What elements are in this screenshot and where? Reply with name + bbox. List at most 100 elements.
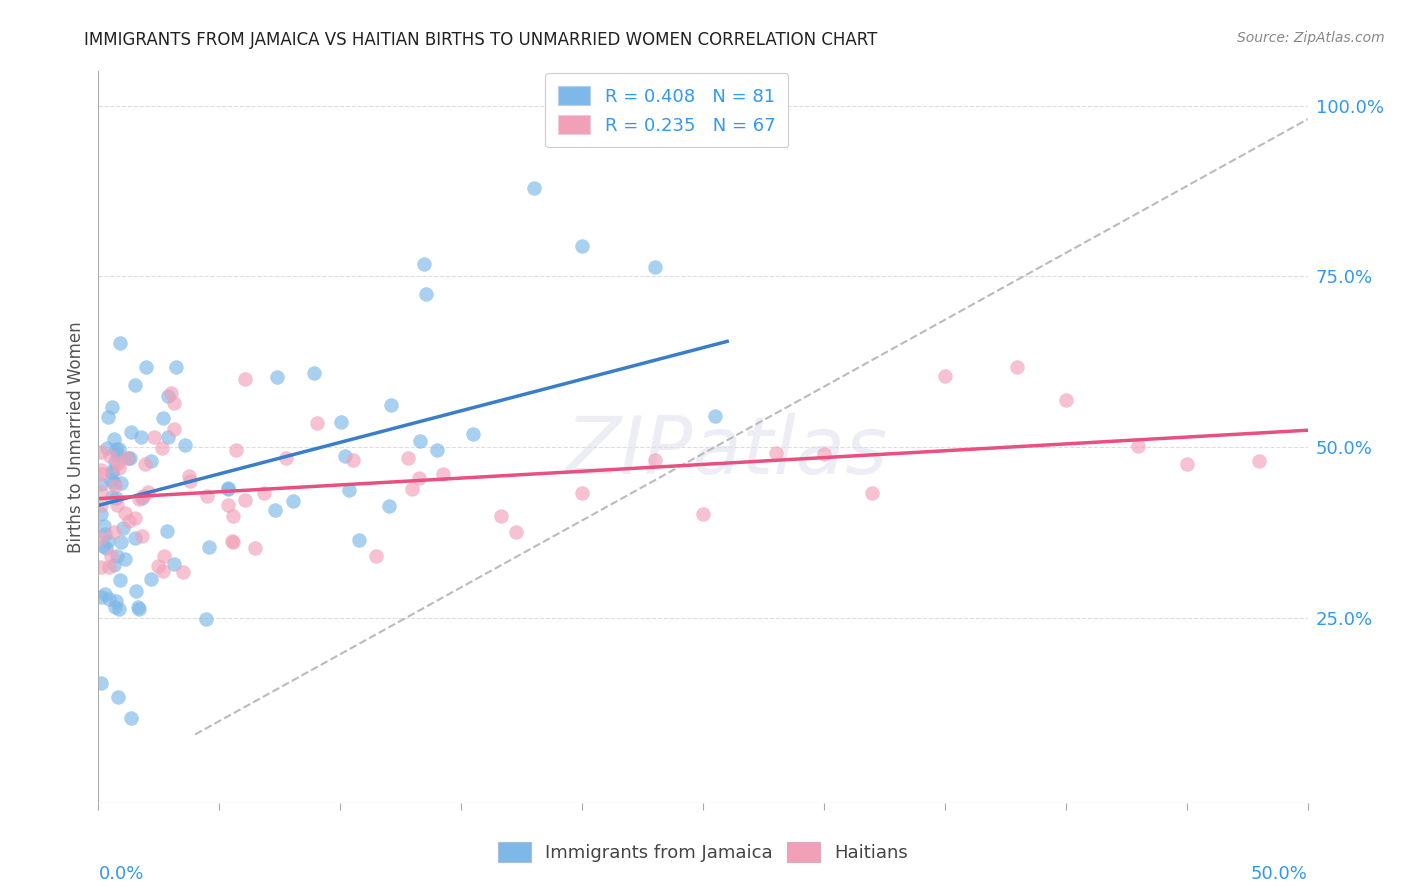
Point (152, 410, 174, 425)
Point (1128, 439, 1150, 453)
Point (103, 558, 125, 573)
Point (107, 460, 129, 475)
Point (90, 499, 112, 513)
Point (107, 601, 129, 615)
Point (253, 486, 276, 500)
Point (860, 486, 883, 500)
Text: Source: ZipAtlas.com: Source: ZipAtlas.com (1237, 31, 1385, 45)
Point (195, 490, 218, 504)
Point (120, 711, 142, 725)
Point (118, 515, 141, 529)
Point (157, 430, 180, 444)
Text: IMMIGRANTS FROM JAMAICA VS HAITIAN BIRTHS TO UNMARRIED WOMEN CORRELATION CHART: IMMIGRANTS FROM JAMAICA VS HAITIAN BIRTH… (84, 31, 877, 49)
Point (105, 549, 128, 563)
Point (163, 422, 186, 436)
Point (505, 525, 527, 540)
Point (152, 564, 174, 578)
Point (110, 534, 132, 549)
Point (107, 442, 129, 456)
Point (378, 500, 401, 514)
Point (90, 467, 112, 482)
Point (415, 287, 437, 301)
Point (160, 386, 183, 401)
Point (131, 491, 153, 505)
Point (398, 451, 420, 466)
Point (426, 442, 449, 457)
Point (409, 434, 432, 448)
Point (124, 377, 146, 392)
Point (934, 369, 956, 384)
Point (139, 572, 162, 586)
Point (221, 534, 243, 549)
Point (98, 560, 121, 574)
Point (96, 441, 118, 455)
Point (91, 539, 114, 553)
Point (143, 430, 166, 444)
Point (90, 675, 112, 690)
Point (523, 180, 546, 194)
Point (163, 396, 186, 410)
Point (105, 491, 128, 505)
Point (128, 491, 150, 506)
Point (644, 260, 666, 275)
Point (333, 449, 356, 463)
Point (156, 524, 179, 538)
Point (101, 490, 124, 504)
Point (90, 477, 112, 491)
Point (100, 401, 122, 415)
Point (101, 464, 124, 478)
Point (90, 591, 112, 605)
Point (90, 463, 112, 477)
Point (104, 600, 127, 615)
Text: 50.0%: 50.0% (1251, 865, 1308, 883)
Point (463, 427, 485, 442)
Point (90, 508, 112, 522)
Point (90, 484, 112, 499)
Point (243, 541, 266, 556)
Point (136, 484, 159, 499)
Y-axis label: Births to Unmarried Women: Births to Unmarried Women (66, 321, 84, 553)
Point (347, 533, 370, 548)
Point (100, 473, 122, 487)
Point (644, 452, 666, 467)
Point (112, 520, 135, 534)
Point (412, 257, 434, 271)
Point (103, 476, 125, 491)
Point (128, 601, 150, 615)
Point (150, 441, 173, 455)
Point (172, 565, 194, 579)
Point (110, 475, 132, 490)
Point (100, 549, 122, 564)
Point (115, 450, 138, 465)
Point (104, 479, 127, 493)
Point (163, 558, 186, 572)
Point (198, 540, 221, 554)
Point (364, 549, 387, 564)
Point (342, 453, 364, 467)
Point (266, 370, 288, 384)
Point (153, 549, 176, 563)
Point (179, 474, 201, 488)
Point (103, 432, 125, 446)
Point (330, 416, 353, 430)
Point (432, 467, 454, 482)
Point (337, 483, 360, 498)
Point (118, 450, 141, 465)
Point (94, 541, 117, 556)
Point (307, 416, 329, 430)
Point (408, 471, 430, 485)
Point (114, 506, 136, 520)
Point (765, 446, 787, 460)
Point (1007, 360, 1029, 375)
Point (114, 552, 136, 566)
Point (704, 409, 727, 424)
Legend: R = 0.408   N = 81, R = 0.235   N = 67: R = 0.408 N = 81, R = 0.235 N = 67 (546, 73, 789, 147)
Point (104, 593, 127, 607)
Point (225, 442, 247, 457)
Point (127, 600, 149, 615)
Point (90, 445, 112, 459)
Point (94, 527, 117, 541)
Point (98, 592, 121, 607)
Point (221, 535, 243, 549)
Point (283, 494, 305, 508)
